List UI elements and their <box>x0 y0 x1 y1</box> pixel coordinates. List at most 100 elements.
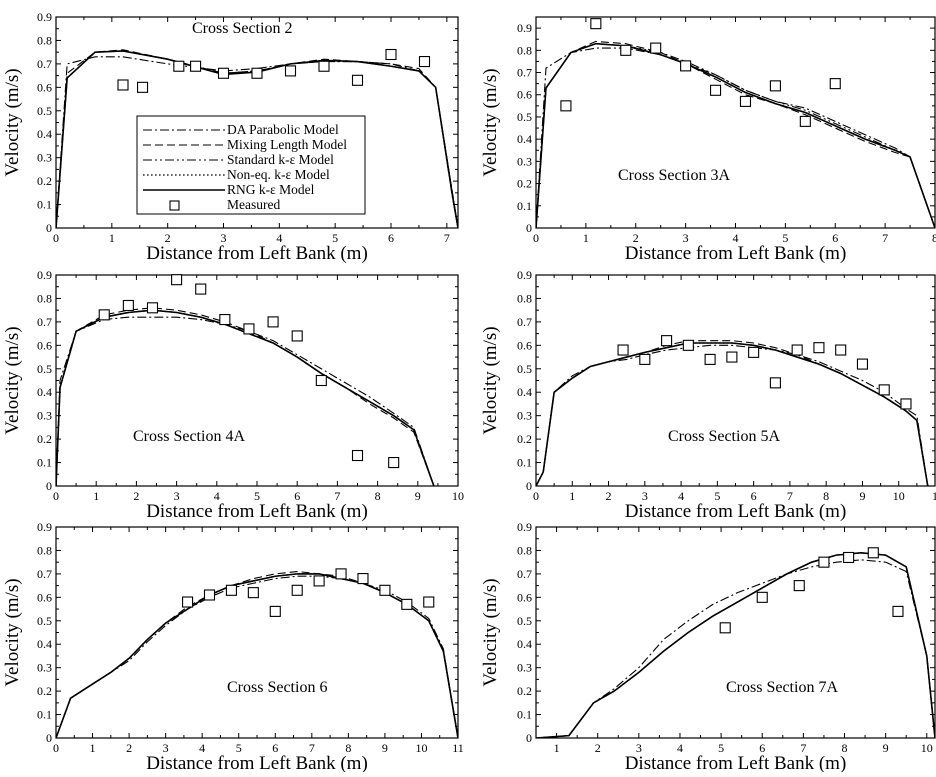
y-tick-label: 0.9 <box>37 268 52 282</box>
measured-point <box>639 353 651 365</box>
measured-point <box>813 342 825 354</box>
measured-point <box>856 358 869 370</box>
x-tick-label: 4 <box>199 741 205 755</box>
measured-point <box>122 299 134 312</box>
measured-point <box>98 309 110 321</box>
measured-point <box>313 575 325 587</box>
measured-point <box>315 374 327 387</box>
series-line-dashdot <box>536 559 935 738</box>
measured-point <box>769 80 781 92</box>
y-tick-label: 0.2 <box>37 432 52 446</box>
measured-point <box>726 351 738 363</box>
measured-point <box>269 605 281 617</box>
chart-panel-6: 1 2 3 4 5 6 7 8 9 10 0 0.1 0.2 0.3 0.4 0.5 0.6 0.7 0.8 0.9 D… <box>480 520 936 774</box>
x-tick-label: 1 <box>109 231 115 245</box>
measured-point <box>136 81 149 93</box>
x-tick-label: 1 <box>932 489 936 503</box>
measured-point <box>190 60 202 72</box>
y-tick-label: 0.3 <box>37 409 52 423</box>
y-tick-label: 0.6 <box>37 338 52 352</box>
measured-point <box>291 330 303 342</box>
y-tick-label: 0.3 <box>37 661 52 675</box>
series-line-solid <box>56 573 458 738</box>
x-tick-label: 6 <box>759 741 765 755</box>
y-tick-label: 0 <box>526 731 532 745</box>
measured-point <box>243 323 255 335</box>
measured-point <box>251 67 263 79</box>
series-line-dashdot <box>56 575 458 738</box>
y-tick-label: 0.5 <box>37 104 52 118</box>
measured-point <box>219 313 231 326</box>
y-tick-label: 0 <box>526 221 532 235</box>
x-tick-label: 7 <box>444 231 450 245</box>
y-tick-label: 0.1 <box>37 198 52 212</box>
series-line-dotted <box>536 342 929 486</box>
y-tick-label: 0.4 <box>517 385 532 399</box>
y-tick-label: 0.1 <box>37 708 52 722</box>
x-tick-label: 9 <box>883 741 889 755</box>
x-axis-title: Distance from Left Bank (m) <box>146 753 368 772</box>
x-tick-label: 4 <box>276 231 282 245</box>
series-line-dashed <box>536 552 935 738</box>
legend-label: Mixing Length Model <box>227 137 347 152</box>
x-axis-title: Distance from Left Bank (m) <box>625 753 847 772</box>
measured-point <box>217 67 230 79</box>
series-line-dashed <box>536 40 935 228</box>
y-tick-label: 0.7 <box>517 66 532 80</box>
series-line-dashdotdot <box>56 573 458 738</box>
x-tick-label: 5 <box>236 741 242 755</box>
y-tick-label: 0.5 <box>517 362 532 376</box>
x-tick-label: 8 <box>823 489 829 503</box>
measured-point <box>756 591 768 603</box>
panel-title: Cross Section 7A <box>726 679 838 696</box>
y-tick-label: 0.5 <box>37 362 52 376</box>
measured-point <box>590 18 602 30</box>
measured-point <box>791 344 803 356</box>
panel-title: Cross Section 4A <box>133 428 245 445</box>
measured-point <box>203 589 216 601</box>
series-line-dotted <box>536 552 935 738</box>
measured-point <box>291 584 303 596</box>
measured-point <box>385 48 397 61</box>
x-tick-label: 6 <box>388 231 394 245</box>
y-tick-label: 0.1 <box>37 456 52 470</box>
y-tick-label: 0.3 <box>37 151 52 165</box>
series-line-solid <box>56 50 458 228</box>
x-tick-label: 8 <box>375 489 381 503</box>
measured-point <box>357 573 369 585</box>
y-tick-label: 0.8 <box>37 543 52 557</box>
measured-point <box>892 605 904 617</box>
x-tick-label: 6 <box>751 489 757 503</box>
y-tick-label: 0.6 <box>37 590 52 604</box>
legend-label: RNG k-ε Model <box>227 182 315 197</box>
x-tick-label: 0 <box>53 741 59 755</box>
x-tick-label: 1 <box>90 741 96 755</box>
measured-point <box>661 335 673 347</box>
series-line-dashdotdot <box>536 552 935 738</box>
x-tick-label: 1 <box>554 741 560 755</box>
y-tick-label: 0.7 <box>37 567 52 581</box>
y-tick-label: 0.2 <box>517 684 532 698</box>
y-tick-label: 0.8 <box>517 543 532 557</box>
x-tick-label: 7 <box>882 231 888 245</box>
measured-point <box>351 74 364 86</box>
panel-title: Cross Section 3A <box>618 167 730 184</box>
measured-point <box>709 84 722 96</box>
x-tick-label: 5 <box>718 741 724 755</box>
measured-point <box>682 339 694 351</box>
x-tick-label: 10 <box>921 741 933 755</box>
legend-label: Measured <box>227 197 280 212</box>
x-tick-label: 0 <box>53 489 59 503</box>
y-tick-label: 0.3 <box>517 409 532 423</box>
y-tick-label: 0 <box>526 479 532 493</box>
x-tick-label: 8 <box>345 741 351 755</box>
measured-point <box>560 100 572 112</box>
series-line-dashdot <box>536 344 929 486</box>
x-tick-label: 7 <box>787 489 793 503</box>
series-line-solid <box>536 342 929 486</box>
measured-point <box>829 78 841 90</box>
y-tick-label: 0 <box>46 479 52 493</box>
y-tick-label: 0 <box>46 221 52 235</box>
